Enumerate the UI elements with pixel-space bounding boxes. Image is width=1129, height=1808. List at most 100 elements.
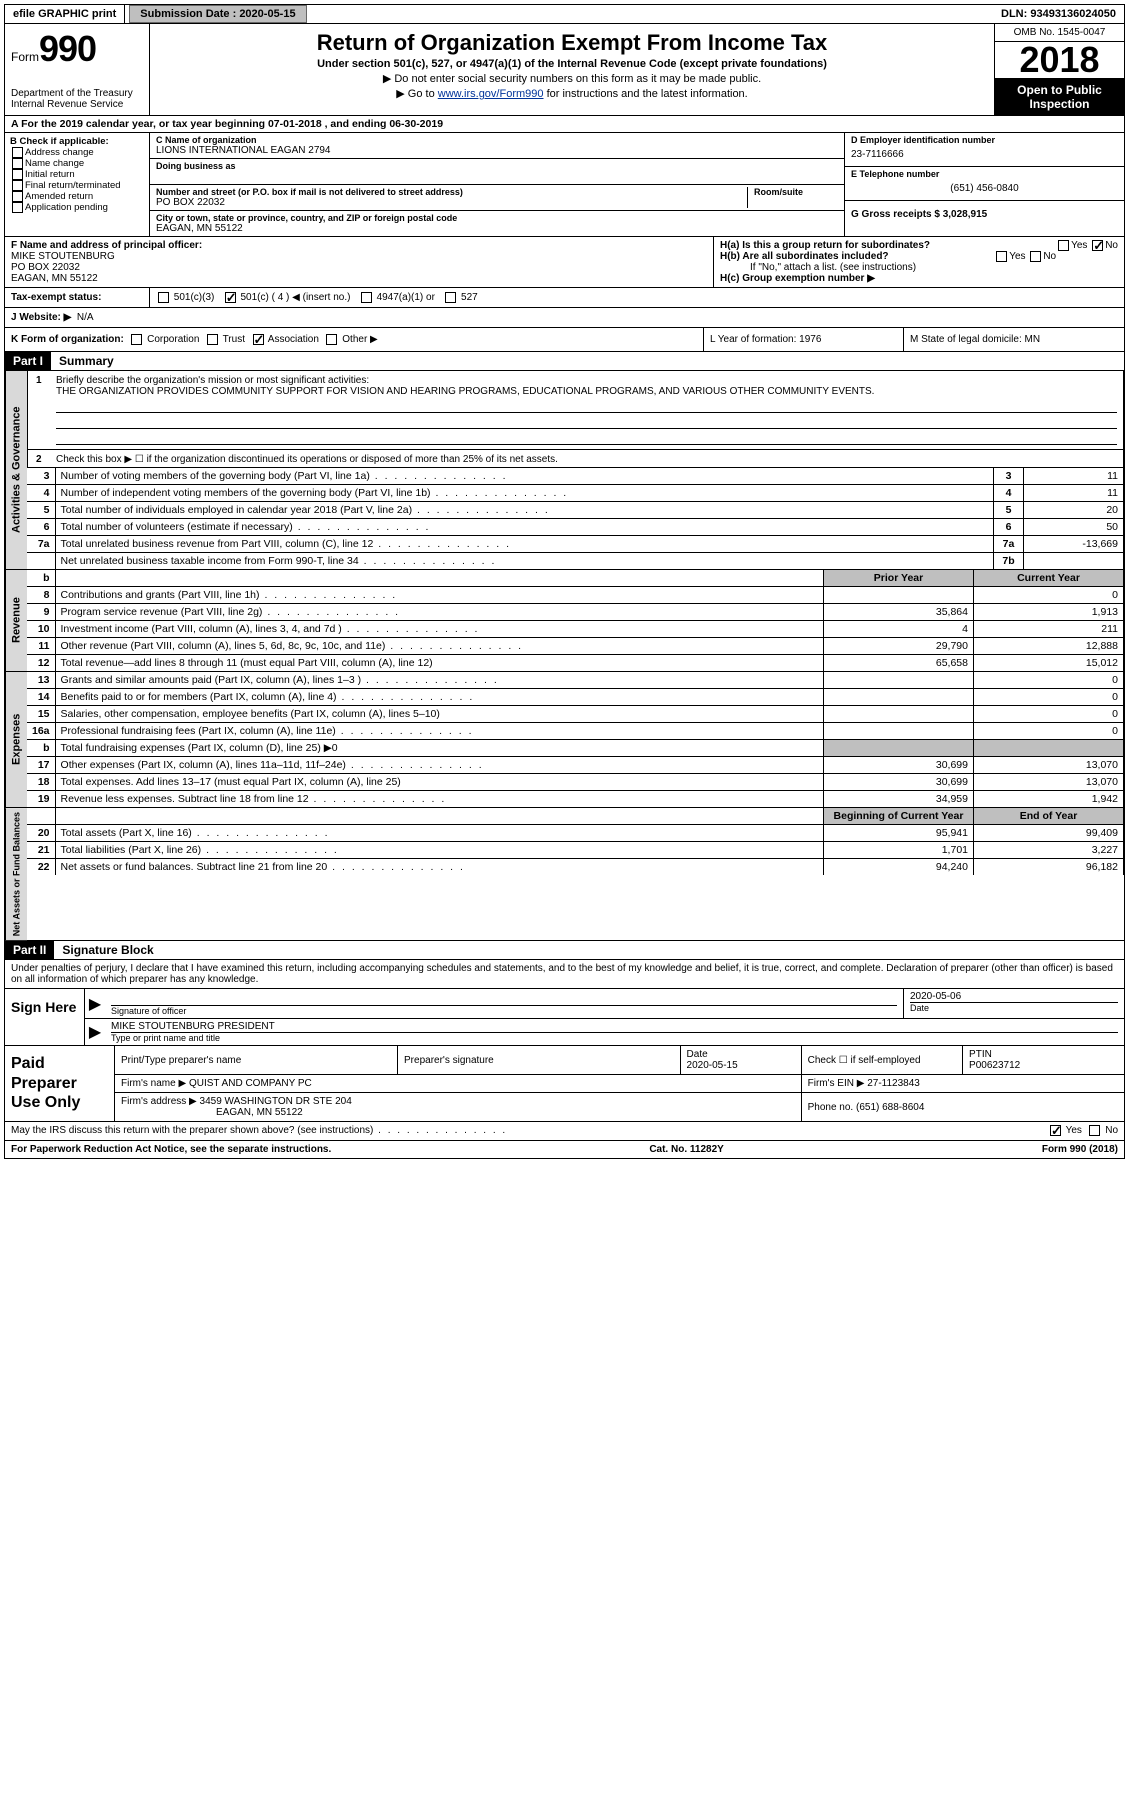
chk-501c3[interactable]	[158, 292, 169, 303]
table-row: Print/Type preparer's name Preparer's si…	[115, 1046, 1124, 1075]
form-number: 990	[39, 28, 96, 69]
chk-app-pending[interactable]: Application pending	[10, 202, 144, 213]
principal-officer: F Name and address of principal officer:…	[5, 237, 714, 287]
discuss-yes-checked[interactable]	[1050, 1125, 1061, 1136]
table-row: 16aProfessional fundraising fees (Part I…	[27, 723, 1124, 740]
table-row: 22Net assets or fund balances. Subtract …	[27, 859, 1124, 876]
table-row: 12Total revenue—add lines 8 through 11 (…	[27, 655, 1124, 672]
chk-amended[interactable]: Amended return	[10, 191, 144, 202]
governance-block: Activities & Governance 1 Briefly descri…	[4, 371, 1125, 570]
firm-phone: (651) 688-8604	[856, 1102, 924, 1113]
mission-cell: 1 Briefly describe the organization's mi…	[27, 371, 1124, 450]
governance-table: 3Number of voting members of the governi…	[27, 468, 1124, 569]
org-city: EAGAN, MN 55122	[156, 223, 838, 234]
i-body: 501(c)(3) 501(c) ( 4 ) ◀ (insert no.) 49…	[150, 288, 1124, 307]
table-row: 13Grants and similar amounts paid (Part …	[27, 672, 1124, 689]
discuss-row: May the IRS discuss this return with the…	[5, 1121, 1124, 1139]
submission-date-button[interactable]: Submission Date : 2020-05-15	[129, 5, 306, 23]
expenses-tab: Expenses	[5, 672, 27, 807]
page-footer: For Paperwork Reduction Act Notice, see …	[4, 1141, 1125, 1159]
footer-mid: Cat. No. 11282Y	[649, 1144, 723, 1155]
table-row: 19Revenue less expenses. Subtract line 1…	[27, 791, 1124, 808]
table-row: 11Other revenue (Part VIII, column (A), …	[27, 638, 1124, 655]
k-form-org: K Form of organization: Corporation Trus…	[5, 328, 704, 351]
table-row: 6Total number of volunteers (estimate if…	[27, 519, 1124, 536]
part2-title: Signature Block	[54, 941, 161, 959]
sign-here-grid: Sign Here ▶ Signature of officer 2020-05…	[5, 988, 1124, 1045]
declaration-text: Under penalties of perjury, I declare th…	[5, 960, 1124, 988]
org-name-cell: C Name of organization LIONS INTERNATION…	[150, 133, 844, 159]
chk-527[interactable]	[445, 292, 456, 303]
q2-cell: 2 Check this box ▶ ☐ if the organization…	[27, 450, 1124, 468]
sign-here-label: Sign Here	[5, 989, 85, 1045]
form-header: Form990 Department of the Treasury Inter…	[4, 24, 1125, 116]
chk-initial-return[interactable]: Initial return	[10, 169, 144, 180]
part1-header: Part I Summary	[4, 352, 1125, 371]
expenses-table: 13Grants and similar amounts paid (Part …	[27, 672, 1124, 807]
dba-cell: Doing business as	[150, 159, 844, 185]
sign-date-label: Date	[910, 1002, 1118, 1013]
org-name: LIONS INTERNATIONAL EAGAN 2794	[156, 145, 838, 156]
efile-topbar: efile GRAPHIC print Submission Date : 20…	[4, 4, 1125, 24]
l-year-formation: L Year of formation: 1976	[704, 328, 904, 351]
table-row: 3Number of voting members of the governi…	[27, 468, 1124, 485]
tel-cell: E Telephone number (651) 456-0840	[845, 167, 1124, 201]
table-row: Net unrelated business taxable income fr…	[27, 553, 1124, 570]
officer-name: MIKE STOUTENBURG	[11, 251, 707, 262]
paid-preparer-label: Paid Preparer Use Only	[5, 1046, 115, 1121]
tax-exempt-row: Tax-exempt status: 501(c)(3) 501(c) ( 4 …	[4, 288, 1125, 308]
sig-officer-label: Signature of officer	[111, 1005, 897, 1016]
signature-arrow-icon: ▶	[85, 989, 105, 1018]
fh-row: F Name and address of principal officer:…	[4, 237, 1125, 288]
irs-link[interactable]: www.irs.gov/Form990	[438, 88, 544, 100]
ptin-value: P00623712	[969, 1060, 1020, 1071]
chk-501c-checked[interactable]	[225, 292, 236, 303]
dln-label: DLN: 93493136024050	[993, 5, 1124, 23]
chk-final-return[interactable]: Final return/terminated	[10, 180, 144, 191]
address-cell: Number and street (or P.O. box if mail i…	[150, 185, 844, 211]
col-b-checkboxes: B Check if applicable: Address change Na…	[5, 133, 150, 236]
org-info-grid: B Check if applicable: Address change Na…	[4, 133, 1125, 237]
table-row: 5Total number of individuals employed in…	[27, 502, 1124, 519]
name-title-label: Type or print name and title	[111, 1032, 1118, 1043]
table-row: Firm's name ▶ QUIST AND COMPANY PC Firm'…	[115, 1075, 1124, 1093]
footer-left: For Paperwork Reduction Act Notice, see …	[11, 1144, 331, 1155]
i-label: Tax-exempt status:	[5, 288, 150, 307]
col-c-org: C Name of organization LIONS INTERNATION…	[150, 133, 844, 236]
table-row: Beginning of Current YearEnd of Year	[27, 808, 1124, 825]
chk-name-change[interactable]: Name change	[10, 158, 144, 169]
discuss-yes-no: Yes No	[1048, 1125, 1118, 1136]
table-row: 17Other expenses (Part IX, column (A), l…	[27, 757, 1124, 774]
chk-address-change[interactable]: Address change	[10, 147, 144, 158]
goto-line: ▶ Go to www.irs.gov/Form990 for instruct…	[156, 87, 988, 100]
header-middle: Return of Organization Exempt From Incom…	[150, 24, 994, 115]
header-right: OMB No. 1545-0047 2018 Open to Public In…	[994, 24, 1124, 115]
m-state-domicile: M State of legal domicile: MN	[904, 328, 1124, 351]
table-row: 18Total expenses. Add lines 13–17 (must …	[27, 774, 1124, 791]
footer-right: Form 990 (2018)	[1042, 1144, 1118, 1155]
discuss-no[interactable]	[1089, 1125, 1100, 1136]
col-d-ein: D Employer identification number 23-7116…	[844, 133, 1124, 236]
table-row: 4Number of independent voting members of…	[27, 485, 1124, 502]
klm-row: K Form of organization: Corporation Trus…	[4, 328, 1125, 352]
open-to-public: Open to Public Inspection	[995, 78, 1124, 115]
table-row: 9Program service revenue (Part VIII, lin…	[27, 604, 1124, 621]
hc-line: H(c) Group exemption number ▶	[720, 273, 1118, 284]
part1-label: Part I	[5, 352, 51, 370]
website-value: N/A	[77, 312, 94, 323]
dept-treasury: Department of the Treasury	[11, 88, 143, 99]
chk-association-checked[interactable]	[253, 334, 264, 345]
table-row: 14Benefits paid to or for members (Part …	[27, 689, 1124, 706]
tel-value: (651) 456-0840	[851, 179, 1118, 198]
ha-line: H(a) Is this a group return for subordin…	[720, 240, 1118, 251]
table-row: Firm's address ▶ 3459 WASHINGTON DR STE …	[115, 1093, 1124, 1122]
officer-print-name: MIKE STOUTENBURG PRESIDENT	[111, 1021, 1118, 1032]
hb-line: H(b) Are all subordinates included? Yes …	[720, 251, 1118, 262]
ein-cell: D Employer identification number 23-7116…	[845, 133, 1124, 167]
netassets-table: Beginning of Current YearEnd of Year 20T…	[27, 808, 1124, 875]
ha-no-checked[interactable]	[1092, 240, 1103, 251]
table-row: 10Investment income (Part VIII, column (…	[27, 621, 1124, 638]
form-subtitle: Under section 501(c), 527, or 4947(a)(1)…	[156, 58, 988, 70]
expenses-block: Expenses 13Grants and similar amounts pa…	[4, 672, 1125, 808]
chk-4947[interactable]	[361, 292, 372, 303]
